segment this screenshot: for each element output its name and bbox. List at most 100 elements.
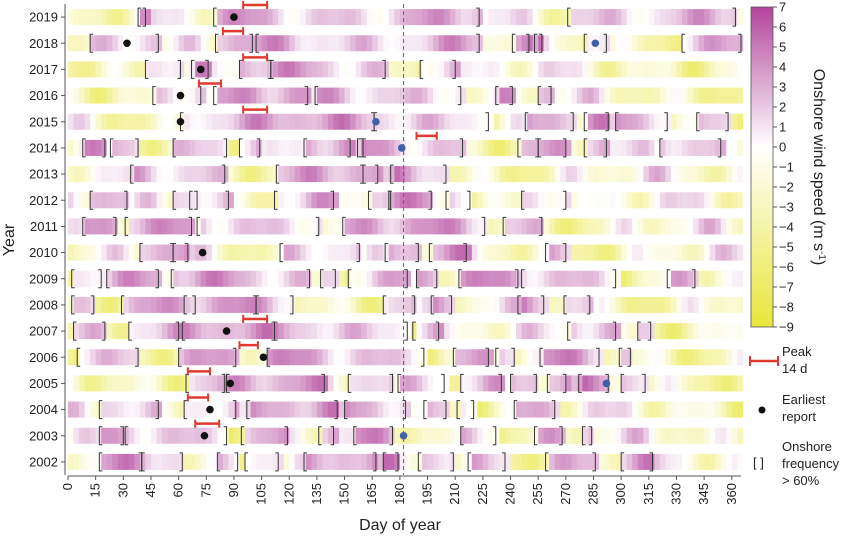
heat-cell [687,401,694,418]
heat-cell [521,87,528,104]
heat-cell [211,296,218,313]
heat-cell [344,139,351,156]
heat-cell [643,349,650,366]
heat-cell [366,218,373,235]
heat-cell [394,375,401,392]
heat-cell [571,453,578,470]
heat-cell [139,139,146,156]
heat-cell [178,61,185,78]
x-tick-label: 225 [475,483,490,505]
onshore-bracket-close [120,426,124,446]
colorbar-tick-label: −2 [779,180,794,195]
heat-cell [709,296,716,313]
heat-cell [222,453,229,470]
heat-cell [366,35,373,52]
heat-cell [267,87,274,104]
heat-cell [422,427,428,444]
heat-cell [648,9,655,26]
heat-cell [527,9,534,26]
heat-cell [95,349,102,366]
heat-cell [195,401,202,418]
heat-cell [554,113,561,130]
onshore-bracket-close [603,33,607,53]
onshore-bracket-close [596,347,600,367]
heat-cell [698,61,705,78]
heat-cell [410,139,417,156]
heat-cell [206,61,213,78]
onshore-bracket-open [428,243,433,263]
heat-cell [178,35,185,52]
heat-cell [261,270,268,287]
heat-cell [659,453,666,470]
heat-cell [211,349,218,366]
heat-cell [250,61,257,78]
onshore-bracket-open [533,426,538,446]
heat-cell [554,296,561,313]
onshore-bracket-close [588,426,593,446]
onshore-bracket-open [362,138,367,158]
heat-cell [737,192,744,209]
heat-cell [128,113,135,130]
heat-cell [615,244,622,261]
heat-cell [206,218,213,235]
heat-cell [731,270,738,287]
heat-cell [488,375,495,392]
heat-cell [444,113,451,130]
heat-cell [637,427,644,444]
heat-cell [587,401,594,418]
heat-cell [383,270,390,287]
heat-cell [704,9,711,26]
heat-cell [549,218,556,235]
heat-cell [576,375,583,392]
heat-cell [687,323,694,340]
heat-cell [433,35,440,52]
onshore-bracket-close [330,190,335,210]
heat-cell [449,375,456,392]
heat-cell [477,35,484,52]
heat-cell [527,87,534,104]
onshore-bracket-close [192,295,196,315]
heat-cell [599,375,605,392]
x-tick-label: 180 [392,483,407,505]
heat-cell [670,166,677,183]
heat-cell [471,35,478,52]
heat-cell [621,87,628,104]
onshore-bracket-open [368,190,372,210]
heat-cell [438,296,445,313]
heat-cell [377,244,384,261]
heat-cell [399,323,406,340]
heat-cell [150,61,157,78]
heat-cell [493,113,500,130]
heat-cell [333,323,340,340]
heat-cell [659,87,666,104]
heat-cell [410,218,417,235]
heat-cell [211,244,218,261]
heat-cell [499,113,506,130]
heat-cell [399,192,406,209]
heat-cell [139,9,146,26]
heat-cell [305,192,312,209]
heat-cell [206,453,213,470]
heat-cell [726,218,733,235]
heat-cell [737,35,744,52]
heat-cell [659,375,666,392]
heat-cell [344,349,351,366]
heat-cell [178,270,185,287]
heat-cell [316,192,323,209]
heat-cell [350,35,357,52]
heat-cell [272,323,279,340]
heat-cell [145,192,152,209]
axes: 0 15 30 45 60 75 90 105 120 135 150 165 180 195 210 225… [29,4,741,505]
heat-cell [427,192,434,209]
heat-cell [189,453,196,470]
heat-cell [704,87,711,104]
heat-cell [493,401,500,418]
onshore-bracket-close [330,426,335,446]
heat-cell [405,244,412,261]
heat-cell [477,349,484,366]
heat-cell [587,9,594,26]
heat-cell [455,166,462,183]
heat-cell [654,375,661,392]
heat-cell [449,61,456,78]
heat-cell [283,139,290,156]
